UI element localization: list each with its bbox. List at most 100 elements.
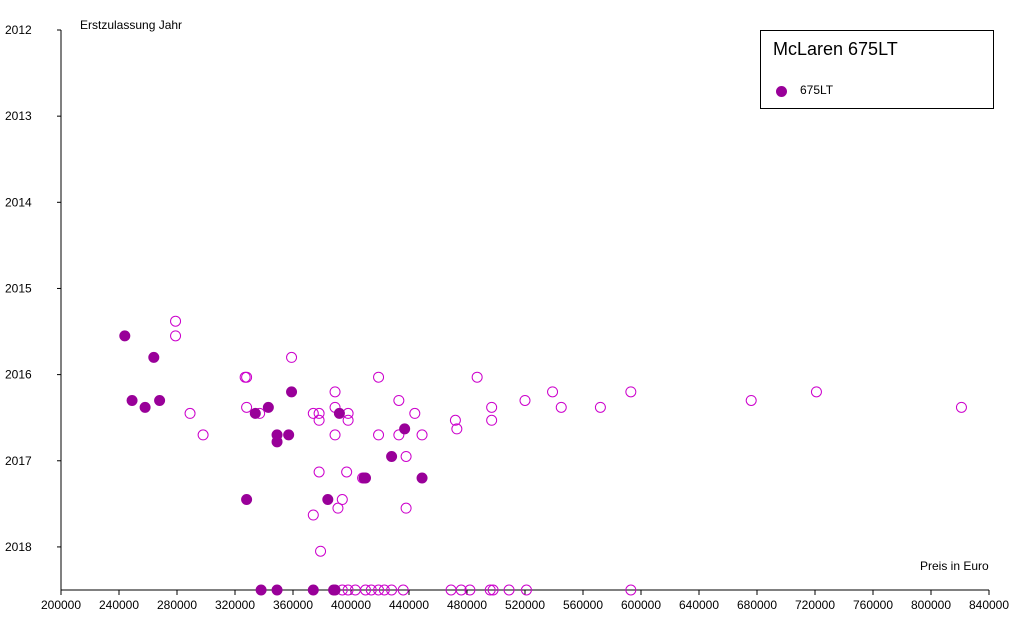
data-point-hollow <box>170 330 182 342</box>
data-point-hollow <box>393 429 405 441</box>
x-tick-label: 600000 <box>621 598 661 612</box>
x-tick-label: 760000 <box>853 598 893 612</box>
y-tick-label: 2014 <box>5 195 32 209</box>
data-point-hollow <box>486 401 498 413</box>
data-point-filled <box>249 407 261 419</box>
data-point-hollow <box>400 502 412 514</box>
data-point-filled <box>333 407 345 419</box>
data-point-hollow <box>397 584 409 596</box>
data-point-filled <box>271 584 283 596</box>
x-axis-label: Preis in Euro <box>920 559 989 573</box>
data-point-hollow <box>307 407 319 419</box>
data-point-filled <box>119 330 131 342</box>
data-point-hollow <box>373 584 385 596</box>
legend-marker <box>776 86 787 97</box>
data-point-filled <box>154 394 166 406</box>
y-tick-label: 2017 <box>5 454 32 468</box>
data-point-filled <box>322 494 334 506</box>
x-tick-label: 240000 <box>99 598 139 612</box>
data-point-hollow <box>955 401 967 413</box>
y-axis-label: Erstzulassung Jahr <box>80 18 183 32</box>
data-point-hollow <box>373 371 385 383</box>
data-point-hollow <box>547 386 559 398</box>
data-point-hollow <box>409 407 421 419</box>
x-tick-label: 520000 <box>505 598 545 612</box>
data-point-hollow <box>170 315 182 327</box>
data-point-hollow <box>336 494 348 506</box>
x-tick-label: 800000 <box>911 598 951 612</box>
legend-label: 675LT <box>800 83 834 97</box>
data-point-hollow <box>594 401 606 413</box>
data-point-hollow <box>197 429 209 441</box>
y-tick-label: 2016 <box>5 368 32 382</box>
data-point-hollow <box>520 584 532 596</box>
chart-title: McLaren 675LT <box>773 39 898 59</box>
data-point-hollow <box>342 414 354 426</box>
data-point-hollow <box>378 584 390 596</box>
data-point-hollow <box>519 394 531 406</box>
data-point-hollow <box>332 502 344 514</box>
data-point-filled <box>399 423 411 435</box>
data-point-hollow <box>487 584 499 596</box>
data-point-hollow <box>400 450 412 462</box>
x-tick-label: 840000 <box>969 598 1009 612</box>
data-point-hollow <box>341 466 353 478</box>
data-point-filled <box>241 494 253 506</box>
data-point-hollow <box>745 394 757 406</box>
data-point-hollow <box>625 584 637 596</box>
data-point-hollow <box>416 429 428 441</box>
data-point-hollow <box>393 394 405 406</box>
data-point-filled <box>271 436 283 448</box>
y-tick-label: 2015 <box>5 281 32 295</box>
data-points <box>119 315 967 596</box>
data-point-hollow <box>625 386 637 398</box>
data-point-filled <box>329 584 341 596</box>
data-point-hollow <box>307 509 319 521</box>
data-point-hollow <box>503 584 515 596</box>
data-point-hollow <box>455 584 467 596</box>
x-tick-label: 560000 <box>563 598 603 612</box>
x-tick-label: 440000 <box>389 598 429 612</box>
data-point-hollow <box>286 351 298 363</box>
data-point-hollow <box>471 371 483 383</box>
data-point-hollow <box>241 371 253 383</box>
data-point-hollow <box>373 429 385 441</box>
data-point-hollow <box>486 414 498 426</box>
x-tick-label: 280000 <box>157 598 197 612</box>
data-point-hollow <box>342 584 354 596</box>
data-point-hollow <box>313 414 325 426</box>
x-tick-label: 480000 <box>447 598 487 612</box>
data-point-hollow <box>184 407 196 419</box>
x-tick-label: 360000 <box>273 598 313 612</box>
y-tick-label: 2013 <box>5 109 32 123</box>
data-point-filled <box>286 386 298 398</box>
x-tick-label: 640000 <box>679 598 719 612</box>
data-point-hollow <box>365 584 377 596</box>
data-point-hollow <box>241 401 253 413</box>
data-point-filled <box>255 584 267 596</box>
x-tick-label: 720000 <box>795 598 835 612</box>
axes: 200000 240000 280000 320000 360000 400000 4400… <box>5 23 1009 612</box>
data-point-filled <box>386 450 398 462</box>
data-point-filled <box>148 351 160 363</box>
data-point-hollow <box>329 386 341 398</box>
data-point-hollow <box>313 466 325 478</box>
data-point-hollow <box>360 584 371 596</box>
x-tick-label: 680000 <box>737 598 777 612</box>
data-point-filled <box>139 401 151 413</box>
data-point-filled <box>307 584 319 596</box>
data-point-hollow <box>449 414 461 426</box>
data-point-hollow <box>451 423 463 435</box>
data-point-hollow <box>329 429 341 441</box>
data-point-hollow <box>315 545 327 557</box>
data-point-hollow <box>555 401 567 413</box>
x-tick-label: 400000 <box>331 598 371 612</box>
data-point-filled <box>126 394 138 406</box>
data-point-hollow <box>484 584 496 596</box>
data-point-hollow <box>313 407 325 419</box>
data-point-hollow <box>810 386 822 398</box>
data-point-filled <box>360 472 371 484</box>
legend: McLaren 675LT 675LT <box>760 30 994 109</box>
x-tick-label: 200000 <box>41 598 81 612</box>
